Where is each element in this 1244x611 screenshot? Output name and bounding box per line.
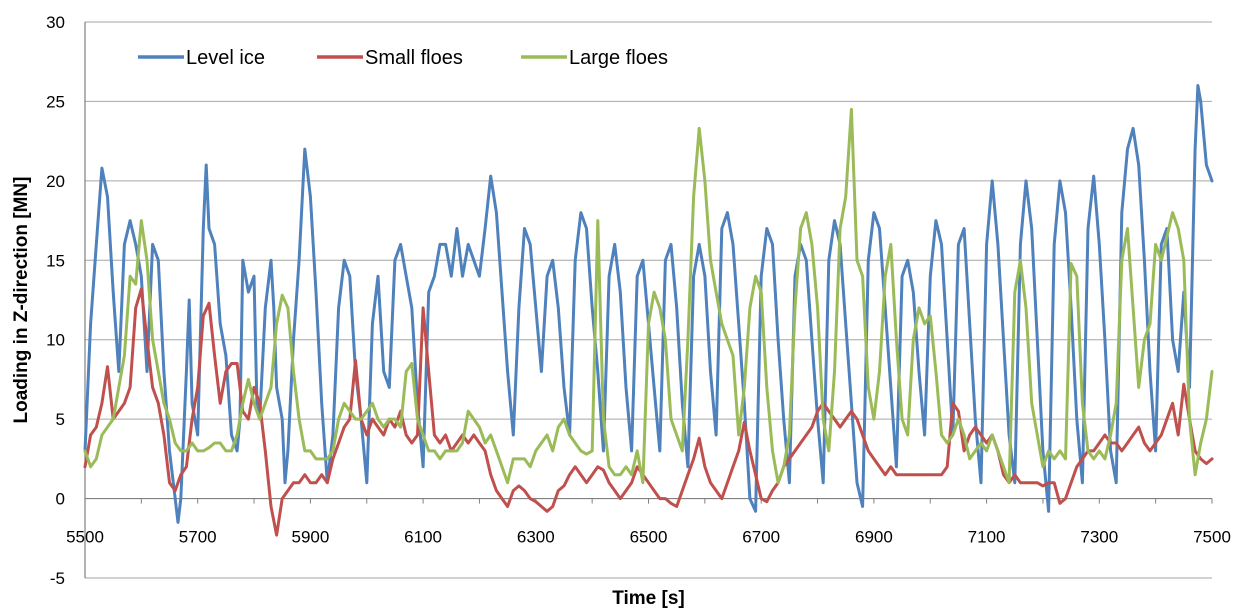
x-tick-label: 7300 xyxy=(1080,528,1118,547)
y-axis-title: Loading in Z-direction [MN] xyxy=(11,177,32,424)
x-tick-labels: 5500 5700 5900 6100 6300 6500 6700 6900 7100 7300… xyxy=(66,528,1231,547)
x-tick-label: 6100 xyxy=(404,528,442,547)
y-tick-label: 25 xyxy=(46,92,65,111)
y-tick-label: 30 xyxy=(46,13,65,32)
y-tick-label: 5 xyxy=(56,410,65,429)
x-tick-label: 5500 xyxy=(66,528,104,547)
x-tick-label: 6700 xyxy=(742,528,780,547)
legend-label: Small floes xyxy=(365,47,463,69)
x-tick-label: 6300 xyxy=(517,528,555,547)
x-tick-label: 5700 xyxy=(179,528,217,547)
axes xyxy=(84,22,1213,578)
y-tick-label: -5 xyxy=(50,569,65,588)
y-tick-label: 10 xyxy=(46,331,65,350)
y-tick-label: 15 xyxy=(46,251,65,270)
x-tick-label: 7100 xyxy=(968,528,1006,547)
legend: Level ice Small floes Large floes xyxy=(138,47,668,69)
y-tick-labels: -5 0 5 10 15 20 25 30 xyxy=(46,13,65,588)
series-lines xyxy=(83,84,1214,537)
legend-label: Level ice xyxy=(186,47,265,69)
series-line-level-ice xyxy=(83,84,1214,524)
y-tick-label: 0 xyxy=(56,490,65,509)
x-tick-label: 5900 xyxy=(291,528,329,547)
x-tick-label: 7500 xyxy=(1193,528,1231,547)
x-tick-label: 6900 xyxy=(855,528,893,547)
y-tick-label: 20 xyxy=(46,172,65,191)
x-tick-label: 6500 xyxy=(630,528,668,547)
series-line-large-floes xyxy=(83,107,1214,485)
legend-label: Large floes xyxy=(569,47,668,69)
series-line-small-floes xyxy=(83,287,1214,537)
x-axis-title: Time [s] xyxy=(612,588,685,609)
